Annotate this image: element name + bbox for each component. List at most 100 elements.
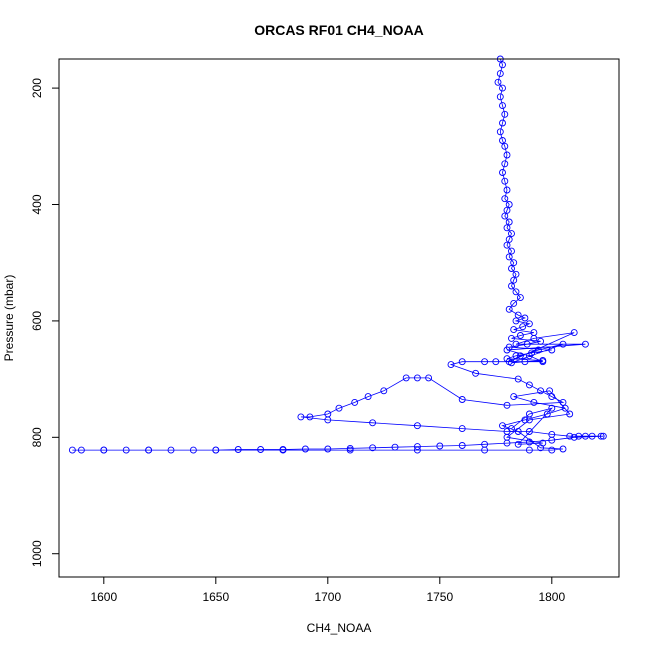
data-point <box>510 393 518 401</box>
data-point <box>566 410 574 418</box>
data-point <box>458 358 466 366</box>
data-point <box>297 413 305 421</box>
y-axis: 200 400 600 800 1000 <box>30 78 60 567</box>
data-point <box>516 332 524 339</box>
data-point <box>516 294 524 302</box>
data-point <box>413 443 421 451</box>
x-tick-label: 1700 <box>314 590 341 604</box>
data-point <box>548 446 556 454</box>
x-axis: 1600 1650 1700 1750 1800 <box>90 576 565 604</box>
data-point <box>521 358 529 366</box>
data-point <box>503 241 511 249</box>
data-point <box>68 446 76 454</box>
data-point <box>77 446 85 454</box>
x-tick-label: 1650 <box>202 590 229 604</box>
y-tick-label: 200 <box>30 78 44 98</box>
data-point <box>505 201 513 208</box>
data-point <box>324 416 332 424</box>
data-point <box>306 413 314 421</box>
data-point <box>481 358 489 366</box>
data-point <box>523 340 531 348</box>
data-point <box>458 425 466 433</box>
data-point <box>537 387 545 395</box>
data-point <box>257 446 265 453</box>
data-point <box>559 398 567 406</box>
data-point <box>351 398 359 406</box>
data-point <box>481 446 489 454</box>
series-layer <box>68 55 607 454</box>
y-tick-label: 600 <box>30 311 44 331</box>
data-point <box>510 299 518 307</box>
data-point <box>458 396 466 403</box>
data-point <box>510 259 518 267</box>
x-axis-label: CH4_NOAA <box>307 621 372 635</box>
data-point <box>539 439 547 447</box>
x-tick-label: 1600 <box>90 590 117 604</box>
data-point <box>413 374 421 382</box>
data-point <box>510 326 518 334</box>
data-point <box>380 387 388 395</box>
data-point <box>508 247 515 255</box>
data-point <box>503 151 511 159</box>
data-point <box>505 235 513 243</box>
data-point <box>508 230 515 238</box>
data-point <box>503 186 511 194</box>
data-point <box>508 425 515 433</box>
data-point <box>499 119 506 127</box>
data-point <box>499 102 506 110</box>
data-point <box>496 70 504 78</box>
data-point <box>472 369 480 377</box>
data-point <box>413 422 421 430</box>
data-point <box>514 375 522 383</box>
data-point <box>425 374 433 382</box>
data-point <box>402 374 410 382</box>
data-point <box>505 218 513 226</box>
data-point <box>548 404 556 412</box>
data-point <box>447 361 455 369</box>
data-point <box>512 270 520 278</box>
data-point <box>492 358 500 366</box>
data-point <box>588 432 596 440</box>
y-tick-label: 400 <box>30 194 44 214</box>
data-point <box>503 346 511 354</box>
data-point <box>597 432 605 440</box>
data-point <box>122 446 130 454</box>
data-point <box>514 311 522 319</box>
plot-frame <box>58 58 620 578</box>
data-point <box>413 446 421 454</box>
data-point <box>508 265 515 272</box>
data-point <box>499 61 506 69</box>
data-point <box>566 432 574 440</box>
chart-title: ORCAS RF01 CH4_NOAA <box>254 22 424 38</box>
data-point <box>570 433 578 441</box>
data-point <box>519 323 527 331</box>
data-point <box>189 446 197 454</box>
data-point <box>324 445 332 453</box>
data-point <box>534 346 542 354</box>
data-point <box>530 334 538 342</box>
data-point <box>391 443 399 451</box>
series-line <box>72 58 604 451</box>
data-point <box>512 340 520 348</box>
data-point <box>499 169 506 176</box>
data-point <box>301 445 309 453</box>
data-point <box>525 410 533 418</box>
data-point <box>369 419 377 427</box>
data-point <box>436 442 444 450</box>
data-point <box>543 410 551 418</box>
data-point <box>505 305 513 313</box>
x-tick-label: 1750 <box>426 590 453 604</box>
data-point <box>364 393 372 401</box>
data-point <box>167 446 175 454</box>
data-point <box>503 433 511 441</box>
data-point <box>521 416 529 424</box>
data-point <box>234 446 242 453</box>
data-point <box>514 440 522 448</box>
data-point <box>525 381 533 389</box>
y-tick-label: 1000 <box>30 540 44 567</box>
data-point <box>279 446 287 454</box>
data-point <box>501 195 509 203</box>
data-point <box>505 358 513 366</box>
data-point <box>503 224 511 232</box>
